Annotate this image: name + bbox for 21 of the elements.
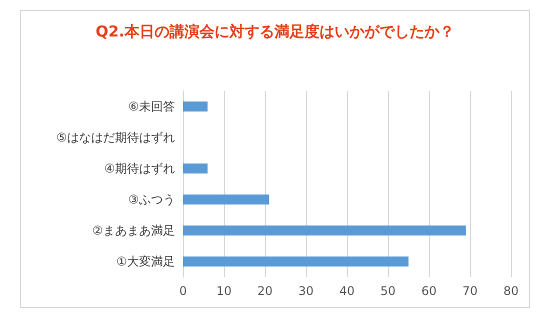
bar <box>183 256 408 266</box>
x-tick-label: 10 <box>216 284 232 298</box>
x-tick-label: 40 <box>339 284 355 298</box>
x-tick-label: 0 <box>179 284 187 298</box>
bar <box>183 102 208 112</box>
y-tick-label: ⑥未回答 <box>128 100 175 114</box>
x-tick-label: 50 <box>380 284 396 298</box>
bar <box>183 194 270 204</box>
y-tick-label: ④期待はずれ <box>104 162 175 176</box>
chart-title: Q2.本日の講演会に対する満足度はいかがでしたか？ <box>96 22 454 40</box>
x-tick-label: 70 <box>462 284 478 298</box>
y-tick-label: ③ふつう <box>128 192 175 206</box>
x-tick-label: 60 <box>421 284 437 298</box>
x-tick-label: 80 <box>503 284 519 298</box>
y-tick-label: ⑤はなはだ期待はずれ <box>56 130 175 144</box>
bar <box>183 164 208 174</box>
y-tick-label: ②まあまあ満足 <box>92 224 175 238</box>
bar <box>183 226 466 236</box>
x-tick-label: 30 <box>298 284 314 298</box>
y-tick-label: ①大変満足 <box>116 254 175 268</box>
x-tick-label: 20 <box>257 284 273 298</box>
